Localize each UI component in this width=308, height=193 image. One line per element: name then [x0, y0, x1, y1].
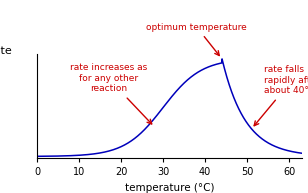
- Text: rate falls
rapidly after
about 40°C: rate falls rapidly after about 40°C: [254, 65, 308, 126]
- Text: rate: rate: [0, 46, 12, 56]
- Text: optimum temperature: optimum temperature: [146, 23, 247, 56]
- X-axis label: temperature (°C): temperature (°C): [125, 183, 214, 193]
- Text: rate increases as
for any other
reaction: rate increases as for any other reaction: [70, 63, 152, 124]
